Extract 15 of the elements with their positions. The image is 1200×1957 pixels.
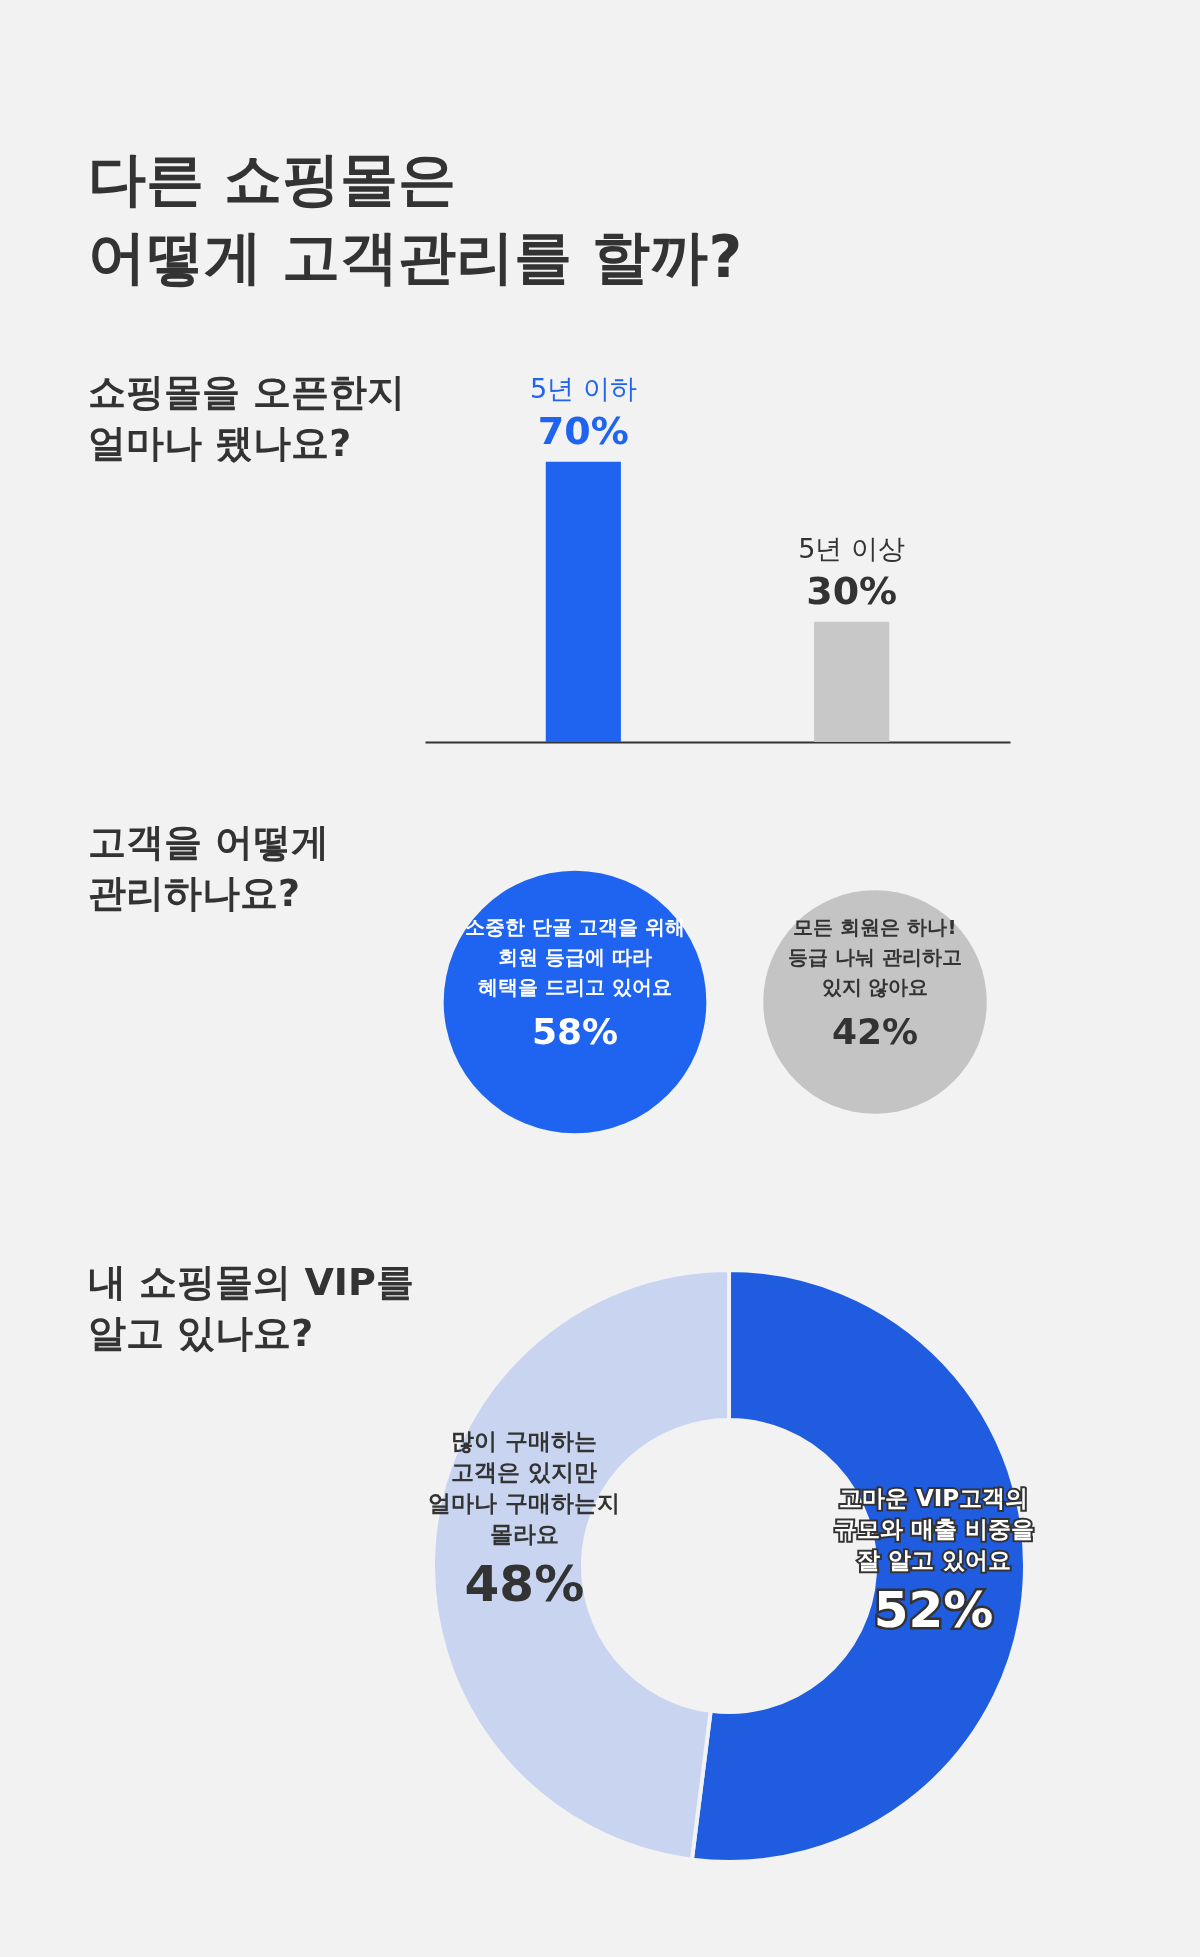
chart-title: 쇼핑몰을 오픈한지 얼마나 됐나요?: [87, 368, 407, 467]
category-label: 소중한 단골 고객을 위해 회원 등급에 따라 혜택을 드리고 있어요: [464, 914, 686, 999]
x-tick-label: 5년 이하: [529, 372, 637, 404]
data-label: 70%: [537, 408, 629, 453]
x-tick-label: 5년 이상: [798, 532, 906, 564]
text: 고객을 어떻게 관리하나요?: [87, 818, 331, 917]
data-label: 58%: [531, 1010, 619, 1052]
data-label: 30%: [806, 568, 898, 613]
text: 다른 쇼핑몰은 어떻게 고객관리를 할까?: [87, 144, 743, 294]
category-label: 모든 회원은 하나! 등급 나눠 관리하고 있지 않아요: [788, 914, 962, 999]
data-label: 42%: [831, 1010, 919, 1052]
chart-title: 내 쇼핑몰의 VIP를 알고 있나요?: [87, 1258, 415, 1357]
data-label: 52%: [873, 1580, 994, 1639]
data-label: 48%: [464, 1554, 585, 1613]
slice-label: 많이 구매하는 고객은 있지만 얼마나 구매하는지 몰라요: [428, 1427, 621, 1547]
